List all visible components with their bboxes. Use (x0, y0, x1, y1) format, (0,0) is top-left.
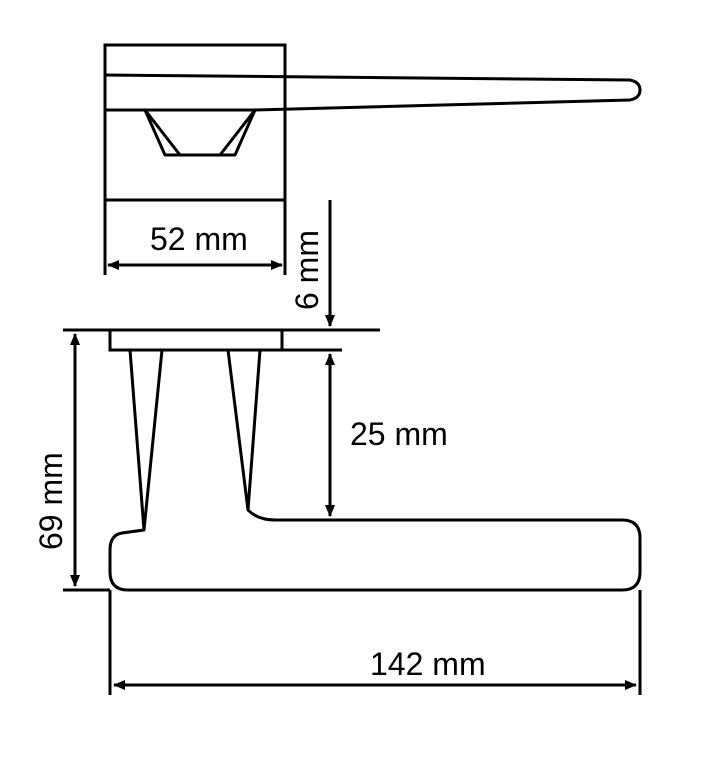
shaft-1 (130, 350, 162, 530)
dim-25mm: 25 mm (275, 350, 448, 520)
dim-142mm: 142 mm (110, 590, 640, 695)
dim-142mm-label: 142 mm (370, 646, 486, 682)
side-view (110, 330, 640, 590)
dim-25mm-label: 25 mm (350, 416, 448, 452)
handle-blade-top (105, 75, 640, 155)
shaft-2 (228, 350, 260, 510)
handle-body-side (110, 510, 640, 590)
mounting-plate-side (110, 330, 282, 350)
dim-6mm: 6 mm (282, 200, 380, 330)
technical-drawing: 52 mm 6 mm 25 mm 69 mm 142 mm (0, 0, 722, 779)
dim-69mm-label: 69 mm (33, 452, 69, 550)
dimensions: 52 mm 6 mm 25 mm 69 mm 142 mm (33, 200, 640, 695)
top-view (105, 45, 640, 200)
dim-6mm-label: 6 mm (289, 230, 325, 310)
dim-69mm: 69 mm (33, 330, 110, 590)
dim-52mm: 52 mm (105, 200, 285, 275)
rosette-plate (105, 45, 285, 200)
dim-52mm-label: 52 mm (150, 221, 248, 257)
